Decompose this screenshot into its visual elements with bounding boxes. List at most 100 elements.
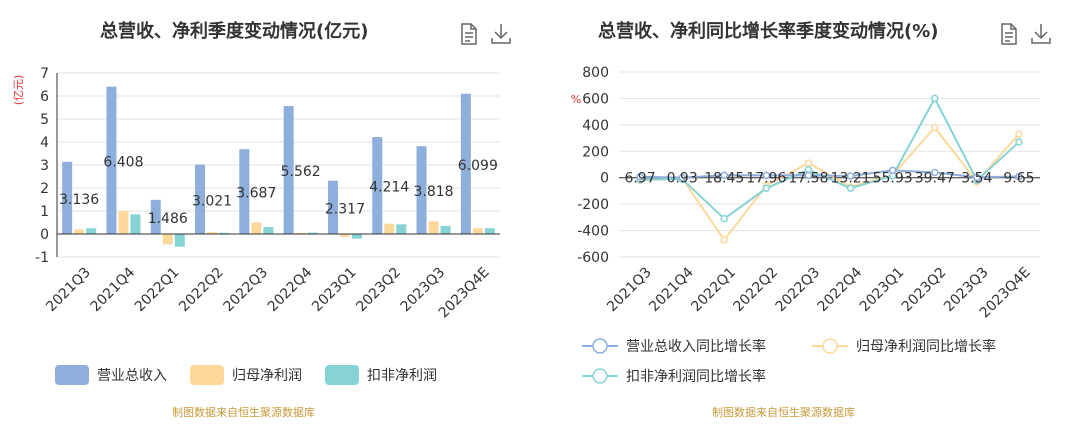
bar-legend-item[interactable]: 归母净利润 (190, 364, 302, 386)
bar-y-tick-label: 1 (40, 204, 49, 220)
line-x-tick-label: 2022Q2 (730, 264, 781, 315)
line-point[interactable] (804, 159, 813, 167)
line-legend-item[interactable]: 营业总收入同比增长率 (582, 335, 766, 357)
line-point[interactable] (931, 94, 939, 103)
line-x-tick-label: 2021Q4 (646, 264, 697, 315)
line-point[interactable] (973, 173, 981, 181)
bar-deducted-profit[interactable] (440, 225, 451, 234)
bar-y-tick-label: 5 (40, 112, 49, 128)
line-point[interactable] (846, 172, 855, 180)
bar-revenue[interactable] (283, 106, 294, 234)
bar-net-profit[interactable] (207, 232, 218, 234)
bar-net-profit[interactable] (384, 223, 395, 234)
line-point[interactable] (720, 236, 728, 244)
bar-data-label: 1.486 (148, 211, 188, 227)
document-icon[interactable] (458, 22, 480, 46)
line-point[interactable] (931, 168, 939, 177)
bar-revenue[interactable] (195, 164, 206, 234)
line-point[interactable] (846, 184, 855, 193)
right-chart-title: 总营收、净利同比增长率季度变动情况(%) (598, 21, 939, 42)
line-point[interactable] (636, 173, 644, 181)
bar-net-profit[interactable] (339, 234, 350, 237)
line-data-label: 3.54 (961, 171, 992, 187)
line-point[interactable] (762, 184, 771, 193)
bar-revenue[interactable] (372, 137, 383, 234)
legend-label: 扣非净利润同比增长率 (626, 369, 766, 385)
legend-label: 扣非净利润 (367, 368, 437, 384)
bar-y-tick-label: 4 (40, 135, 49, 151)
line-point[interactable] (804, 171, 813, 180)
bar-deducted-profit[interactable] (219, 232, 230, 234)
line-point[interactable] (720, 214, 728, 223)
line-x-tick-label: 2022Q1 (688, 264, 739, 315)
bar-x-tick-label: 2022Q4 (265, 264, 316, 315)
bar-net-profit[interactable] (472, 228, 483, 234)
line-point[interactable] (931, 123, 939, 132)
bar-deducted-profit[interactable] (396, 224, 407, 234)
line-data-label: 18.45 (704, 171, 744, 187)
line-point[interactable] (1015, 172, 1023, 181)
bar-revenue[interactable] (416, 146, 427, 234)
right-chart-panel: 总营收、净利同比增长率季度变动情况(%) -600 -400 -200 0 200 400… (542, 0, 1084, 439)
line-data-label: 0.93 (667, 171, 698, 187)
line-point[interactable] (678, 173, 686, 182)
left-chart-panel: 总营收、净利季度变动情况(亿元) 3.136 6.408 1.486 3.021 3.6… (0, 0, 540, 439)
bar-deducted-profit[interactable] (263, 227, 274, 234)
bar-revenue[interactable] (62, 161, 73, 234)
left-unit-label: (亿元) (12, 75, 25, 106)
line-y-tick-label: 600 (582, 91, 609, 107)
bar-y-tick-label: -1 (35, 250, 49, 266)
bar-x-tick-label: 2022Q3 (220, 264, 271, 315)
line-data-label: 17.96 (746, 171, 786, 187)
document-icon[interactable] (998, 22, 1020, 46)
bar-deducted-profit[interactable] (130, 214, 141, 234)
bar-data-label: 3.021 (192, 193, 232, 209)
line-point[interactable] (1015, 138, 1023, 146)
legend-swatch (325, 365, 359, 385)
line-point[interactable] (888, 166, 897, 175)
bar-net-profit[interactable] (428, 221, 439, 234)
legend-label: 归母净利润 (232, 368, 302, 384)
download-icon[interactable] (1030, 22, 1052, 46)
line-point[interactable] (720, 171, 728, 180)
bar-net-profit[interactable] (295, 232, 306, 234)
bar-net-profit[interactable] (118, 211, 129, 234)
line-point[interactable] (762, 171, 771, 180)
legend-swatch (190, 365, 224, 385)
line-point[interactable] (1015, 130, 1023, 138)
line-y-tick-label: 800 (582, 65, 609, 81)
bar-revenue[interactable] (460, 93, 471, 235)
left-chart-title: 总营收、净利季度变动情况(亿元) (100, 21, 369, 42)
line-x-tick-label: 2022Q3 (773, 264, 824, 315)
line-legend-item[interactable]: 扣非净利润同比增长率 (582, 365, 766, 387)
line-y-tick-label: -600 (577, 250, 609, 266)
bar-y-tick-label: 0 (40, 227, 49, 243)
line-revenue-growth[interactable] (640, 169, 1019, 179)
line-x-tick-label: 2023Q1 (857, 264, 908, 315)
bar-revenue[interactable] (239, 149, 250, 234)
bar-revenue[interactable] (106, 86, 117, 234)
bar-deducted-profit[interactable] (307, 232, 318, 234)
bar-legend-item[interactable]: 扣非净利润 (325, 364, 437, 386)
download-icon[interactable] (490, 22, 512, 46)
bar-revenue[interactable] (150, 199, 161, 234)
bar-net-profit[interactable] (162, 234, 173, 245)
line-data-label: 17.58 (788, 171, 828, 187)
bar-data-label: 2.317 (325, 201, 365, 217)
line-x-tick-label: 2021Q3 (604, 264, 655, 315)
bar-deducted-profit[interactable] (351, 234, 362, 239)
bar-net-profit[interactable] (251, 222, 262, 235)
bar-legend-item[interactable]: 营业总收入 (55, 364, 167, 386)
legend-swatch (55, 365, 89, 385)
legend-line-marker (582, 368, 618, 384)
right-unit-label: % (571, 93, 581, 106)
bar-deducted-profit[interactable] (174, 234, 185, 247)
bar-y-tick-label: 3 (40, 158, 49, 174)
bar-deducted-profit[interactable] (484, 228, 495, 234)
bar-data-label: 3.818 (414, 184, 454, 200)
bar-deducted-profit[interactable] (86, 228, 97, 234)
bar-net-profit[interactable] (74, 229, 85, 234)
line-deducted-profit-growth[interactable] (640, 96, 1020, 220)
bar-revenue[interactable] (327, 180, 338, 234)
line-legend-item[interactable]: 归母净利润同比增长率 (812, 335, 996, 357)
